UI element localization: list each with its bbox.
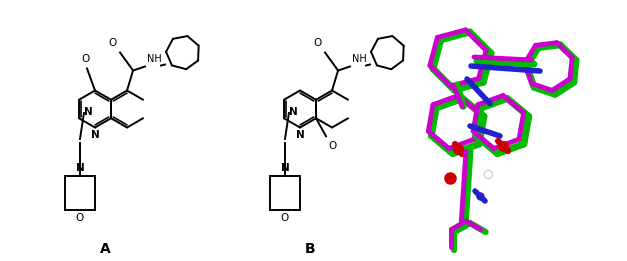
Text: N: N [91, 129, 99, 139]
Text: N: N [295, 129, 304, 139]
Text: N: N [281, 163, 289, 173]
Text: O: O [76, 213, 84, 223]
Text: B: B [305, 242, 315, 256]
Text: A: A [100, 242, 110, 256]
Text: NH: NH [352, 55, 367, 64]
Text: O: O [328, 141, 336, 151]
Text: N: N [84, 107, 93, 117]
Text: O: O [281, 213, 289, 223]
Text: N: N [289, 107, 298, 117]
Text: N: N [76, 163, 85, 173]
Text: O: O [109, 39, 117, 49]
Text: O: O [81, 54, 89, 63]
Text: O: O [314, 39, 322, 49]
Text: NH: NH [147, 55, 162, 64]
